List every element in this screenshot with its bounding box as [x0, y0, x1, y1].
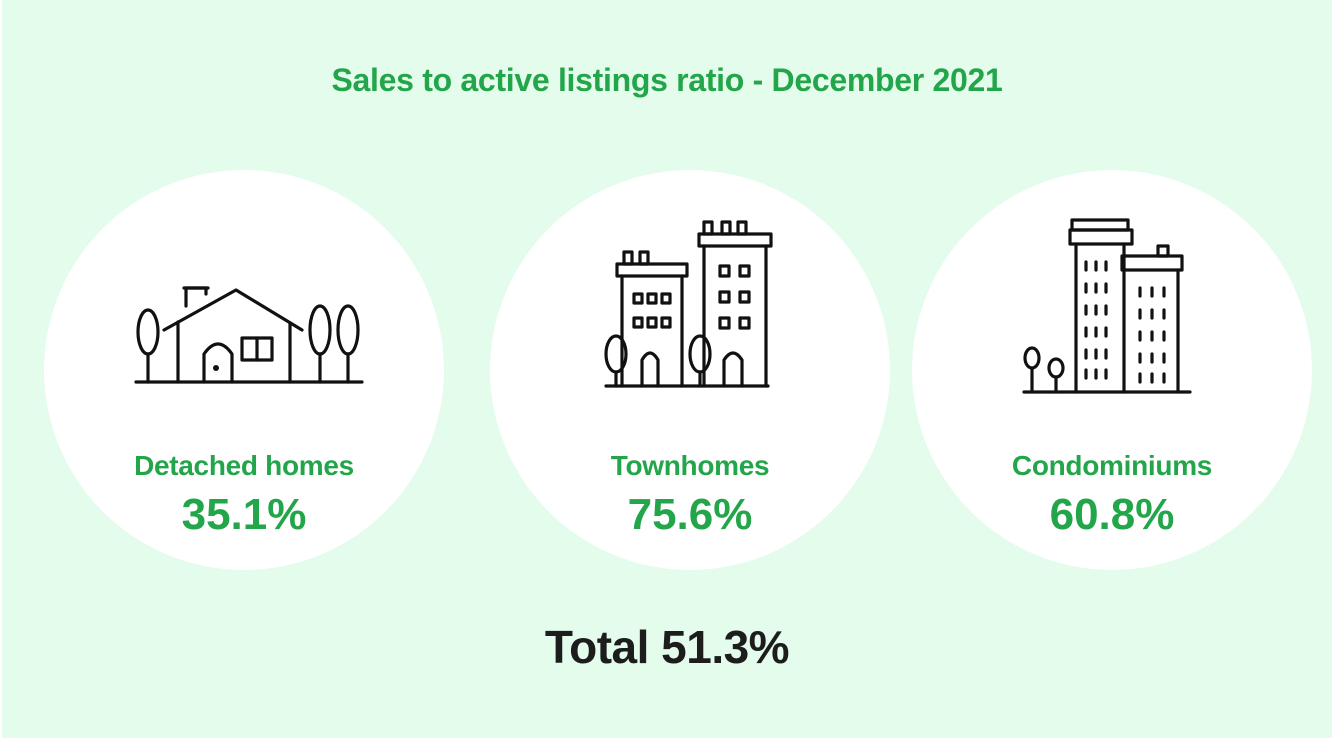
category-card-condominiums: Condominiums 60.8%: [912, 170, 1312, 570]
category-label: Detached homes: [134, 450, 354, 481]
category-label: Townhomes: [610, 450, 770, 481]
category-label: Condominiums: [1011, 450, 1213, 481]
category-card-detached: Detached homes 35.1%: [44, 170, 444, 570]
house-icon: [134, 286, 364, 384]
category-value: 60.8%: [1049, 490, 1175, 539]
condo-icon: [1022, 218, 1192, 394]
category-value: 35.1%: [181, 490, 307, 539]
page-title: Sales to active listings ratio - Decembe…: [331, 62, 1003, 98]
category-value: 75.6%: [627, 490, 753, 539]
total-ratio: Total 51.3%: [544, 621, 790, 673]
townhouse-icon: [604, 220, 773, 388]
category-card-townhomes: Townhomes 75.6%: [490, 170, 890, 570]
